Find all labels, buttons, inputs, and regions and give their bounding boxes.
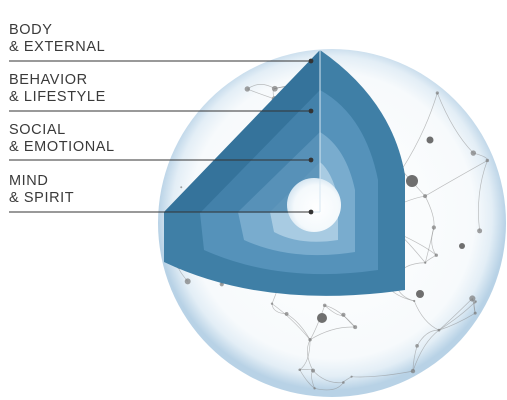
leader-dot-social bbox=[308, 157, 314, 163]
leader-dots bbox=[308, 58, 314, 215]
network-node bbox=[270, 302, 274, 305]
network-node bbox=[342, 381, 345, 384]
network-hub-node bbox=[459, 243, 465, 249]
network-node bbox=[350, 375, 353, 378]
network-node bbox=[431, 225, 436, 230]
network-link bbox=[312, 370, 344, 384]
label-social-line2: & EMOTIONAL bbox=[9, 138, 115, 155]
label-behavior-lifestyle: BEHAVIOR & LIFESTYLE bbox=[9, 72, 106, 105]
core-sphere bbox=[287, 178, 341, 232]
label-behavior-line1: BEHAVIOR bbox=[9, 72, 88, 88]
network-node bbox=[469, 295, 476, 302]
network-node bbox=[341, 312, 346, 317]
leader-dot-mind bbox=[308, 209, 314, 215]
network-node bbox=[298, 368, 302, 372]
network-node bbox=[184, 278, 191, 285]
network-link bbox=[416, 329, 440, 347]
network-node bbox=[473, 311, 477, 315]
network-node bbox=[423, 194, 428, 199]
network-node bbox=[180, 186, 183, 189]
network-link bbox=[309, 305, 326, 340]
network-link bbox=[438, 312, 476, 331]
label-social-emotional: SOCIAL & EMOTIONAL bbox=[9, 122, 115, 155]
network-link bbox=[299, 339, 311, 371]
network-link bbox=[424, 160, 488, 197]
network-node bbox=[413, 299, 416, 303]
label-mind-spirit: MIND & SPIRIT bbox=[9, 173, 74, 206]
network-node bbox=[434, 253, 438, 257]
layer-shadow-face bbox=[164, 50, 320, 212]
network-link bbox=[309, 326, 356, 341]
network-link bbox=[351, 370, 414, 378]
network-node bbox=[474, 300, 477, 303]
network-node bbox=[284, 312, 289, 316]
network-node bbox=[311, 368, 316, 373]
network-node bbox=[485, 158, 490, 163]
leader-dot-body bbox=[308, 58, 314, 64]
network-hub-node bbox=[426, 136, 434, 144]
label-behavior-line2: & LIFESTYLE bbox=[9, 88, 106, 105]
network-hub-node bbox=[416, 290, 424, 298]
network-link bbox=[438, 301, 476, 331]
network-link bbox=[478, 160, 488, 231]
network-hub-node bbox=[406, 175, 418, 187]
leader-lines bbox=[9, 60, 311, 213]
label-body-external: BODY & EXTERNAL bbox=[9, 22, 105, 55]
network-link bbox=[307, 339, 314, 371]
network-link bbox=[271, 303, 311, 340]
network-link bbox=[413, 300, 440, 331]
network-link bbox=[324, 305, 356, 328]
network-node bbox=[415, 344, 419, 348]
network-node bbox=[271, 85, 278, 92]
label-social-line1: SOCIAL bbox=[9, 122, 66, 138]
label-mind-line2: & SPIRIT bbox=[9, 189, 75, 206]
cutaway-layers bbox=[164, 50, 405, 296]
network-node bbox=[308, 338, 312, 342]
network-link bbox=[438, 298, 473, 331]
network-node bbox=[322, 303, 327, 308]
network-node bbox=[477, 228, 483, 234]
network-link bbox=[286, 313, 311, 340]
network-node bbox=[437, 328, 441, 332]
network-link bbox=[314, 382, 344, 391]
network-node bbox=[244, 86, 251, 92]
network-node bbox=[435, 91, 439, 95]
label-body-line1: BODY bbox=[9, 22, 53, 38]
label-body-line2: & EXTERNAL bbox=[9, 38, 106, 55]
network-link bbox=[401, 92, 438, 171]
network-node bbox=[313, 387, 316, 390]
network-link bbox=[299, 369, 315, 389]
network-node bbox=[470, 150, 477, 156]
network-link bbox=[412, 329, 440, 372]
network-link bbox=[436, 92, 474, 154]
network-node bbox=[353, 325, 358, 330]
network-hub-node bbox=[317, 313, 327, 323]
network-node bbox=[410, 368, 416, 374]
network-node bbox=[424, 261, 427, 264]
leader-dot-behavior bbox=[308, 108, 314, 114]
layer-shadow-face-2 bbox=[200, 90, 320, 213]
label-mind-line1: MIND bbox=[9, 173, 49, 189]
